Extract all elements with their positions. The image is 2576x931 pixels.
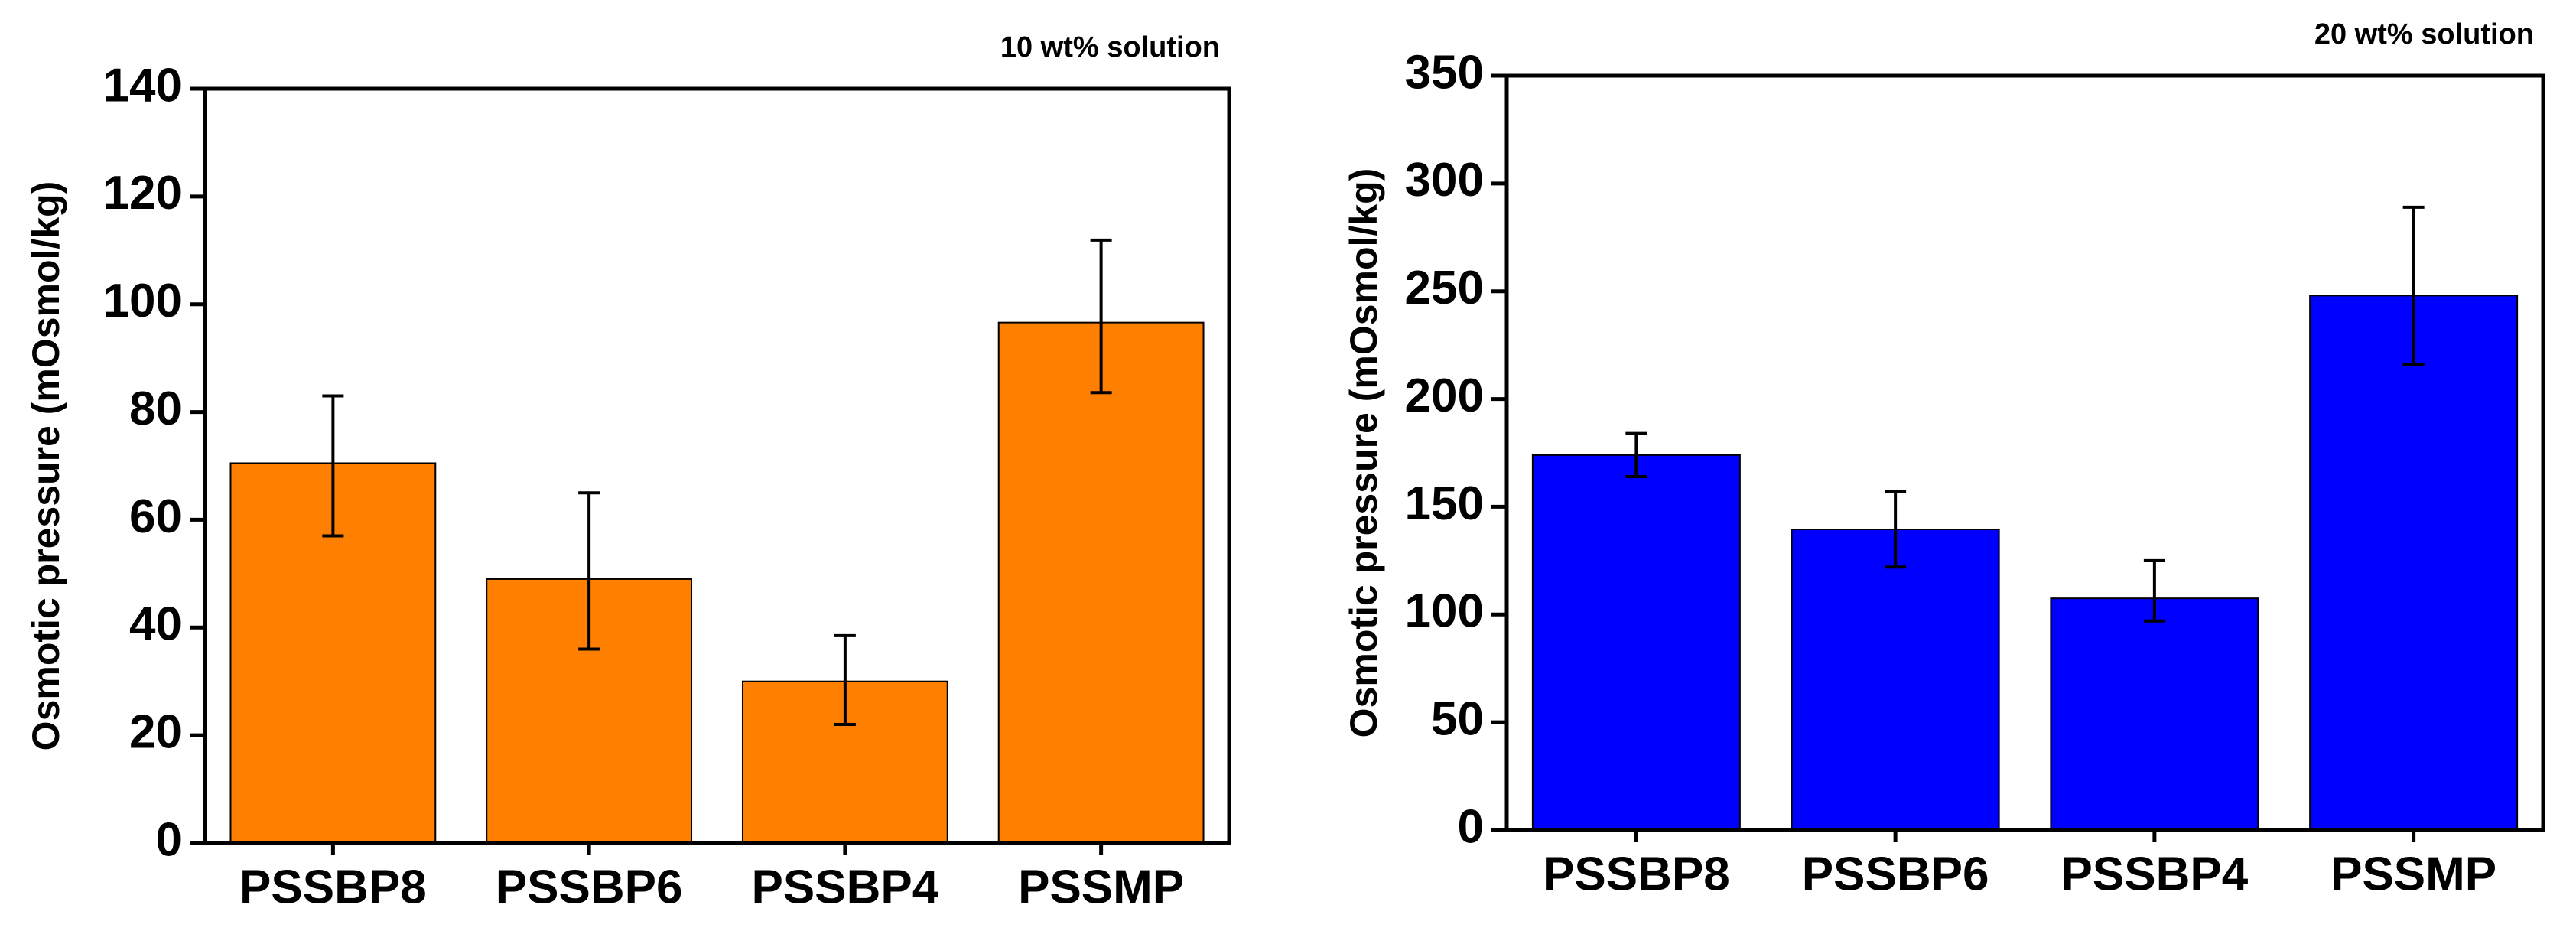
y-tick-label: 350 [1405, 46, 1484, 99]
x-tick-label: PSSMP [1018, 861, 1184, 913]
y-tick-label: 100 [1405, 585, 1484, 638]
x-tick-label: PSSBP6 [1802, 848, 1989, 900]
x-tick-label: PSSBP8 [239, 861, 427, 913]
x-tick-label: PSSBP8 [1543, 848, 1730, 900]
y-tick-label: 140 [103, 59, 182, 112]
y-tick-label: 150 [1405, 477, 1484, 530]
x-tick-label: PSSBP4 [2061, 848, 2249, 900]
x-tick-label: PSSMP [2330, 848, 2496, 900]
y-tick-label: 300 [1405, 154, 1484, 207]
y-tick-label: 0 [1458, 800, 1484, 853]
bar [1531, 454, 1741, 831]
y-tick-label: 50 [1431, 693, 1484, 746]
bar [1791, 529, 2000, 831]
y-tick-label: 40 [129, 598, 182, 651]
bar [2050, 597, 2259, 832]
y-tick-label: 0 [156, 813, 182, 866]
plot-frame [203, 86, 1231, 845]
annotation: 10 wt% solution [1000, 31, 1220, 63]
x-tick-label: PSSBP6 [496, 861, 683, 913]
y-tick-label: 80 [129, 382, 182, 435]
y-tick-label: 20 [129, 706, 182, 759]
y-tick-label: 200 [1405, 369, 1484, 422]
x-tick-label: PSSBP4 [752, 861, 939, 913]
y-axis-label: Osmotic pressure (mOsmol/kg) [24, 181, 67, 751]
y-tick-label: 120 [103, 167, 182, 220]
bar [997, 321, 1205, 845]
y-axis-label: Osmotic pressure (mOsmol/kg) [1342, 168, 1385, 738]
bar [486, 578, 693, 845]
annotation: 20 wt% solution [2314, 18, 2534, 50]
y-tick-label: 250 [1405, 262, 1484, 314]
y-tick-label: 100 [103, 275, 182, 327]
y-tick-label: 60 [129, 490, 182, 543]
bar [2309, 295, 2519, 831]
plot-frame [1504, 73, 2545, 832]
